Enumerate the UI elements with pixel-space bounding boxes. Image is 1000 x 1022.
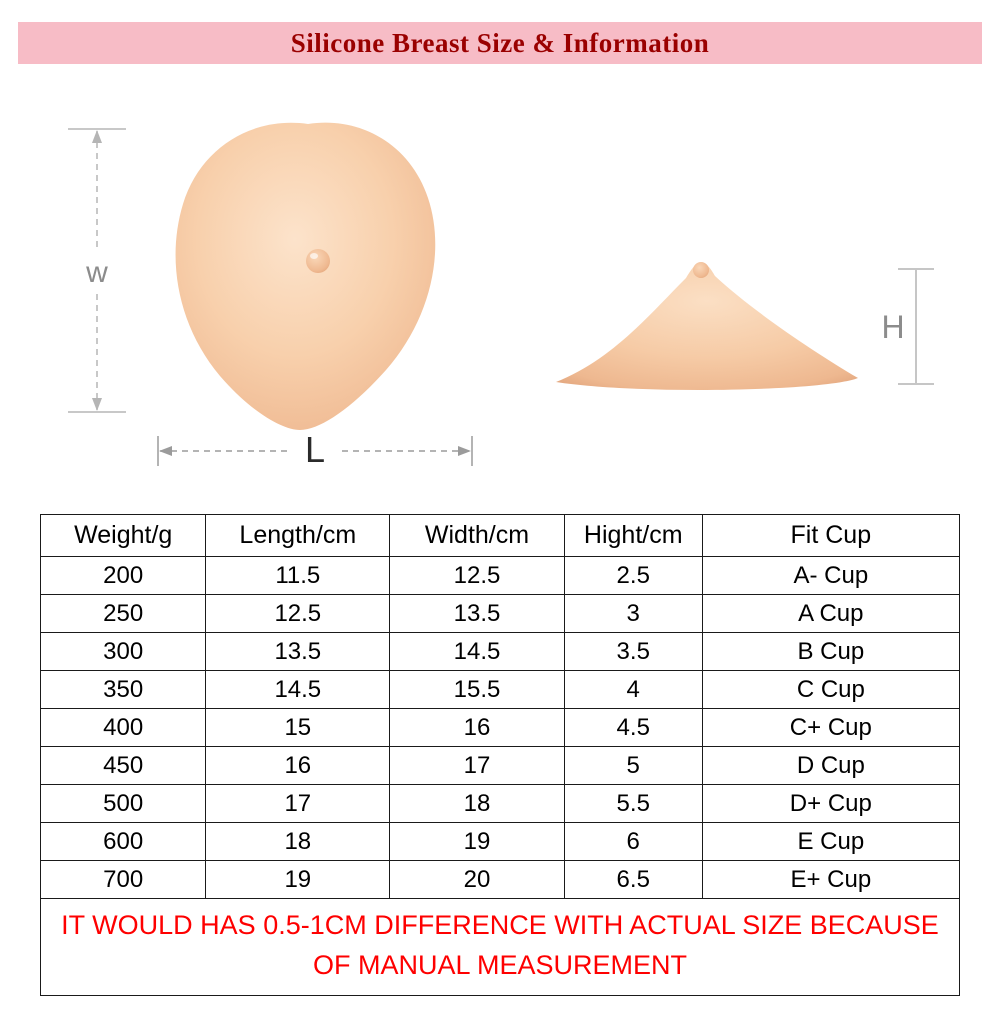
table-cell: 3: [563, 594, 703, 633]
table-cell: 4.5: [563, 708, 703, 747]
table-header-row: Weight/g Length/cm Width/cm Hight/cm Fit Cup: [39, 514, 961, 557]
table-cell: E+ Cup: [701, 860, 961, 899]
table-cell: 16: [389, 708, 565, 747]
table-cell: 14.5: [205, 670, 391, 709]
table-cell: 400: [39, 708, 207, 747]
table-cell: 350: [39, 670, 207, 709]
width-dimension-line: [68, 128, 126, 413]
table-cell: D+ Cup: [701, 784, 961, 823]
table-cell: 5: [563, 746, 703, 785]
table-cell: 18: [205, 822, 391, 861]
table-cell: 14.5: [389, 632, 565, 671]
table-row: 400 15 16 4.5 C+ Cup: [39, 708, 961, 747]
note-line-1: IT WOULD HAS 0.5-1CM DIFFERENCE WITH ACT…: [61, 910, 939, 940]
table-cell: 500: [39, 784, 207, 823]
table-cell: 6: [563, 822, 703, 861]
table-cell: 17: [205, 784, 391, 823]
table-cell: 200: [39, 556, 207, 595]
table-cell: 12.5: [389, 556, 565, 595]
page-title: Silicone Breast Size & Information: [290, 27, 710, 58]
table-cell: 700: [39, 860, 207, 899]
table-cell: 450: [39, 746, 207, 785]
table-cell: 15: [205, 708, 391, 747]
table-cell: 13.5: [205, 632, 391, 671]
figure-canvas: w L H: [68, 122, 934, 470]
table-cell: C Cup: [701, 670, 961, 709]
size-table-body: 200 11.5 12.5 2.5 A- Cup 250 12.5 13.5 3 A Cup 300…: [39, 556, 961, 899]
table-row: 500 17 18 5.5 D+ Cup: [39, 784, 961, 823]
size-table: Weight/g Length/cm Width/cm Hight/cm Fit Cup…: [39, 514, 961, 996]
table-cell: 15.5: [389, 670, 565, 709]
product-figure: w L H: [0, 64, 1000, 510]
table-cell: D Cup: [701, 746, 961, 785]
table-row: 350 14.5 15.5 4 C Cup: [39, 670, 961, 709]
table-row: 300 13.5 14.5 3.5 B Cup: [39, 632, 961, 671]
column-header: Length/cm: [205, 514, 391, 557]
nipple-side: [693, 262, 709, 278]
breast-front-image: [175, 122, 436, 430]
table-cell: 17: [389, 746, 565, 785]
table-row: 250 12.5 13.5 3 A Cup: [39, 594, 961, 633]
table-cell: 600: [39, 822, 207, 861]
table-cell: A Cup: [701, 594, 961, 633]
column-header: Width/cm: [389, 514, 565, 557]
table-row: 200 11.5 12.5 2.5 A- Cup: [39, 556, 961, 595]
breast-side-shape: [556, 263, 858, 390]
length-label: L: [305, 429, 325, 470]
table-cell: C+ Cup: [701, 708, 961, 747]
nipple-front-highlight: [310, 253, 318, 259]
breast-front-shape: [175, 122, 436, 430]
table-cell: A- Cup: [701, 556, 961, 595]
nipple-front: [306, 249, 330, 273]
length-dimension-line: [157, 436, 473, 466]
table-cell: 3.5: [563, 632, 703, 671]
table-cell: 4: [563, 670, 703, 709]
table-cell: 19: [205, 860, 391, 899]
table-cell: 6.5: [563, 860, 703, 899]
note-row: IT WOULD HAS 0.5-1CM DIFFERENCE WITH ACT…: [40, 898, 960, 996]
table-cell: 12.5: [205, 594, 391, 633]
table-row: 700 19 20 6.5 E+ Cup: [39, 860, 961, 899]
note-line-2: OF MANUAL MEASUREMENT: [312, 950, 688, 980]
table-cell: 16: [205, 746, 391, 785]
table-cell: E Cup: [701, 822, 961, 861]
table-cell: 20: [389, 860, 565, 899]
table-row: 600 18 19 6 E Cup: [39, 822, 961, 861]
table-cell: 5.5: [563, 784, 703, 823]
height-label: H: [881, 309, 904, 345]
column-header: Hight/cm: [563, 514, 703, 557]
breast-side-image: [556, 262, 858, 390]
width-label: w: [85, 256, 108, 289]
measurement-note: IT WOULD HAS 0.5-1CM DIFFERENCE WITH ACT…: [40, 898, 960, 996]
table-cell: 11.5: [205, 556, 391, 595]
header-banner: Silicone Breast Size & Information: [18, 22, 982, 64]
column-header: Weight/g: [39, 514, 207, 557]
table-cell: 300: [39, 632, 207, 671]
table-cell: 18: [389, 784, 565, 823]
table-cell: 19: [389, 822, 565, 861]
table-cell: B Cup: [701, 632, 961, 671]
table-cell: 2.5: [563, 556, 703, 595]
table-row: 450 16 17 5 D Cup: [39, 746, 961, 785]
table-cell: 250: [39, 594, 207, 633]
height-dimension-line: [898, 268, 934, 385]
column-header: Fit Cup: [701, 514, 961, 557]
table-cell: 13.5: [389, 594, 565, 633]
